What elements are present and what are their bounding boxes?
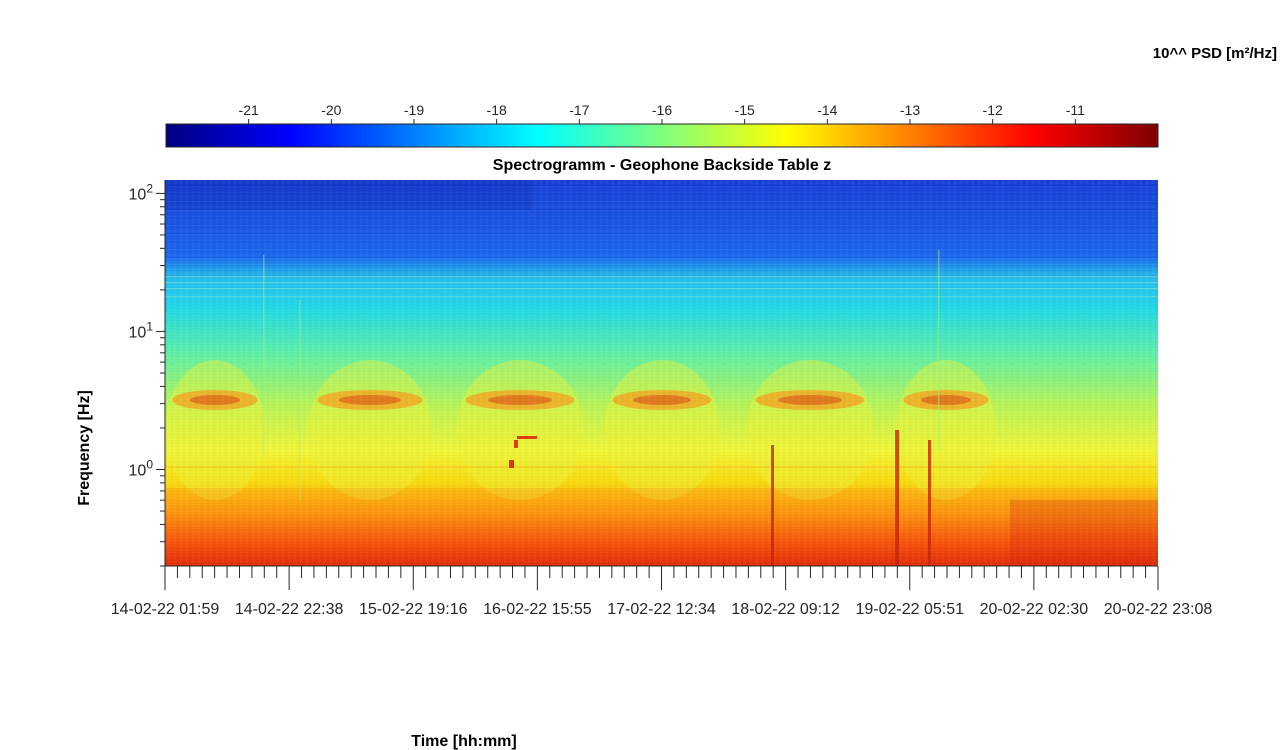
colorbar-label: 10^^ PSD [m²/Hz]	[1153, 45, 1277, 62]
x-tick-label: 20-02-22 02:30	[980, 601, 1089, 618]
x-axis-label: Time [hh:mm]	[411, 733, 516, 750]
spectrogram-image	[165, 180, 1158, 566]
y-tick-base: 10	[129, 186, 147, 203]
x-tick-label: 18-02-22 09:12	[731, 601, 840, 618]
y-tick-label: 102	[129, 181, 154, 203]
colorbar-tick-label: -16	[652, 102, 672, 118]
colorbar-tick-label: -21	[239, 102, 259, 118]
y-tick-exponent: 1	[146, 319, 153, 333]
colorbar-tick-label: -17	[569, 102, 589, 118]
colorbar-tick-label: -18	[487, 102, 507, 118]
x-tick-label: 20-02-22 23:08	[1104, 601, 1213, 618]
y-tick-label: 100	[129, 458, 154, 480]
y-tick-base: 10	[129, 324, 147, 341]
colorbar-tick-label: -15	[735, 102, 755, 118]
x-tick-label: 17-02-22 12:34	[607, 601, 716, 618]
colorbar-tick-label: -11	[1066, 102, 1085, 118]
colorbar-tick-label: -13	[900, 102, 920, 118]
x-tick-label: 14-02-22 22:38	[235, 601, 344, 618]
y-tick-exponent: 2	[146, 181, 153, 195]
x-axis: 14-02-22 01:59 14-02-22 22:38 15-02-22 19:…	[111, 565, 1213, 618]
chart-title: Spectrogramm - Geophone Backside Table z	[493, 157, 831, 174]
y-tick-exponent: 0	[146, 458, 153, 472]
x-tick-label: 19-02-22 05:51	[855, 601, 964, 618]
colorbar-tick-label: -14	[817, 102, 837, 118]
y-tick-base: 10	[129, 463, 147, 480]
x-tick-label: 16-02-22 15:55	[483, 601, 592, 618]
x-tick-label: 14-02-22 01:59	[111, 601, 220, 618]
colorbar-tick-label: -12	[983, 102, 1003, 118]
colorbar	[165, 123, 1159, 148]
colorbar-tick-label: -20	[321, 102, 341, 118]
y-tick-label: 101	[129, 319, 154, 341]
x-tick-label: 15-02-22 19:16	[359, 601, 468, 618]
colorbar-ticks: -21 -20 -19 -18 -17 -16 -15 -14 -13 -12 -11	[239, 102, 1085, 124]
colorbar-tick-label: -19	[404, 102, 424, 118]
y-axis-label: Frequency [Hz]	[76, 390, 93, 506]
